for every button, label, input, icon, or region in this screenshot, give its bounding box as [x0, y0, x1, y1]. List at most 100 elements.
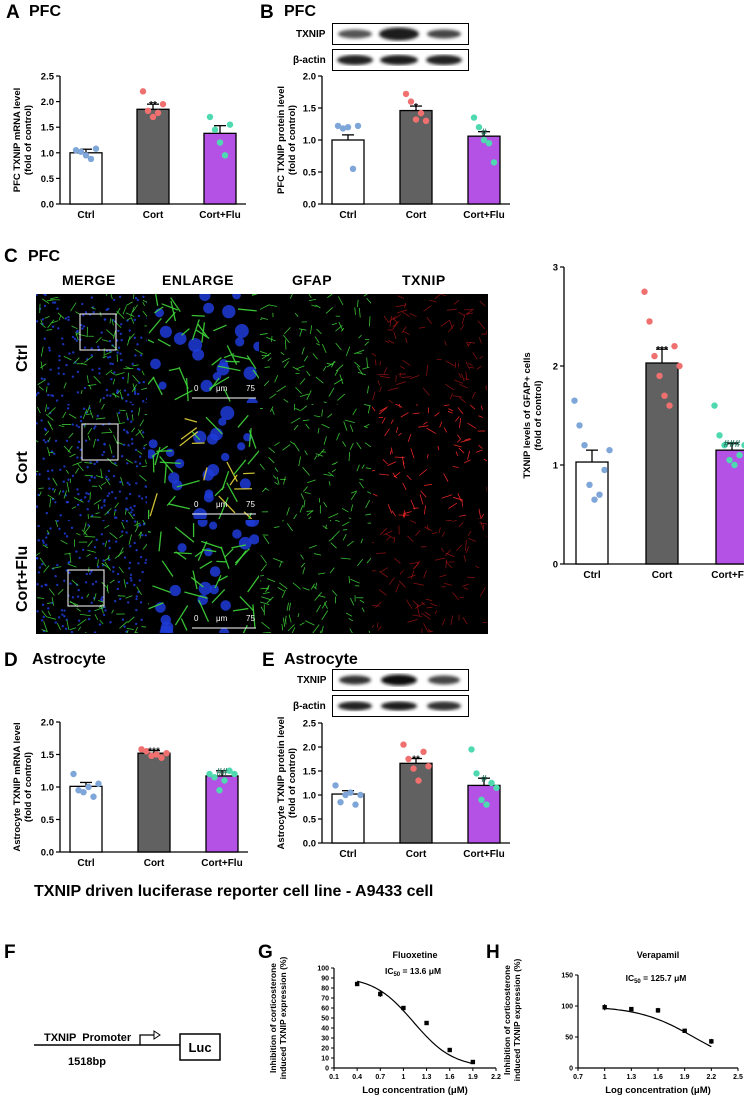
process-mark [382, 417, 385, 423]
process-mark [63, 412, 66, 418]
process-mark [133, 365, 139, 366]
process-mark [144, 441, 147, 447]
process-mark [413, 413, 420, 414]
process-mark [284, 399, 289, 402]
process-mark [479, 514, 484, 519]
process-mark [359, 335, 362, 338]
data-point [95, 781, 101, 787]
process-mark [101, 482, 106, 485]
process-mark [448, 411, 453, 413]
y-axis-label: TXNIP levels of GFAP+ cells(fold of cont… [522, 352, 544, 478]
process-mark [322, 344, 326, 353]
nucleus-mark [67, 501, 69, 503]
process-mark [248, 449, 259, 464]
process-mark [349, 452, 350, 461]
process-mark [478, 321, 485, 329]
process-mark [454, 445, 462, 447]
process-mark [294, 425, 298, 430]
process-mark [466, 546, 469, 552]
process-mark [362, 608, 364, 612]
nucleus-mark [124, 556, 126, 558]
process-mark [316, 377, 324, 383]
process-mark [45, 404, 46, 411]
process-mark [357, 559, 362, 566]
process-mark [372, 470, 375, 472]
process-mark [127, 628, 134, 629]
process-mark [301, 555, 304, 560]
process-mark [428, 629, 431, 632]
micrograph-canvas [260, 404, 371, 519]
process-mark [322, 601, 327, 608]
process-mark [69, 454, 75, 457]
process-mark [329, 481, 330, 485]
x-tick-label: 0.1 [329, 1074, 339, 1081]
nucleus-mark [118, 581, 120, 583]
process-mark [485, 387, 487, 397]
process-mark [400, 373, 401, 377]
data-point [425, 763, 431, 769]
nucleus-mark [146, 317, 147, 319]
process-mark [284, 327, 290, 333]
process-mark [107, 588, 108, 594]
nucleus-mark [130, 507, 132, 509]
process-mark [317, 630, 321, 633]
x-tick-label: 1.9 [680, 1074, 690, 1081]
process-mark [70, 553, 71, 563]
process-mark [459, 515, 466, 516]
panel-letter-a: A [6, 2, 20, 24]
process-mark [102, 340, 108, 342]
process-mark [459, 448, 464, 453]
process-mark [119, 621, 127, 628]
nucleus-mark [88, 618, 90, 620]
nucleus-mark [114, 497, 116, 499]
nucleus-mark [44, 294, 46, 296]
nucleus-mark [77, 391, 79, 393]
process-mark [401, 366, 405, 369]
process-mark [59, 490, 61, 495]
nucleus-mark [118, 347, 120, 349]
process-mark [284, 361, 288, 367]
process-mark [440, 294, 445, 296]
nucleus-mark [75, 550, 77, 552]
process-mark [444, 428, 446, 433]
process-mark [179, 367, 188, 389]
y-tick-label: 0.5 [41, 815, 55, 826]
process-mark [273, 476, 276, 479]
process-mark [303, 420, 310, 421]
nucleus-mark [89, 573, 91, 575]
x-axis-label: Log concentration (μM) [362, 1085, 468, 1096]
process-mark [308, 517, 311, 519]
nucleus-mark [47, 470, 49, 472]
nucleus-mark [59, 469, 61, 471]
process-mark [277, 477, 279, 485]
process-mark [367, 557, 371, 563]
nucleus-mark [84, 496, 86, 498]
nucleus-mark [119, 481, 121, 483]
process-mark [49, 588, 54, 595]
process-mark [289, 615, 291, 623]
process-mark [461, 374, 464, 382]
process-mark [67, 482, 69, 492]
process-mark [99, 485, 102, 489]
data-point [378, 992, 382, 996]
nucleus-mark [120, 333, 122, 335]
process-mark [287, 523, 292, 531]
process-mark [47, 447, 49, 456]
nucleus-mark [146, 339, 147, 341]
process-mark [456, 451, 458, 455]
process-mark [460, 384, 468, 388]
process-mark [384, 316, 388, 322]
process-mark [441, 548, 443, 552]
nucleus-mark [65, 628, 67, 630]
process-mark [52, 597, 53, 606]
col-header-gfap: GFAP [292, 272, 332, 288]
micrograph-merge-cort [36, 404, 147, 519]
process-mark [87, 550, 96, 552]
blot-e-label-txnip: TXNIP [297, 675, 326, 686]
nucleus-mark [112, 566, 114, 568]
nucleus-mark [58, 616, 60, 618]
process-mark [406, 600, 412, 609]
nucleus-mark [58, 359, 60, 361]
